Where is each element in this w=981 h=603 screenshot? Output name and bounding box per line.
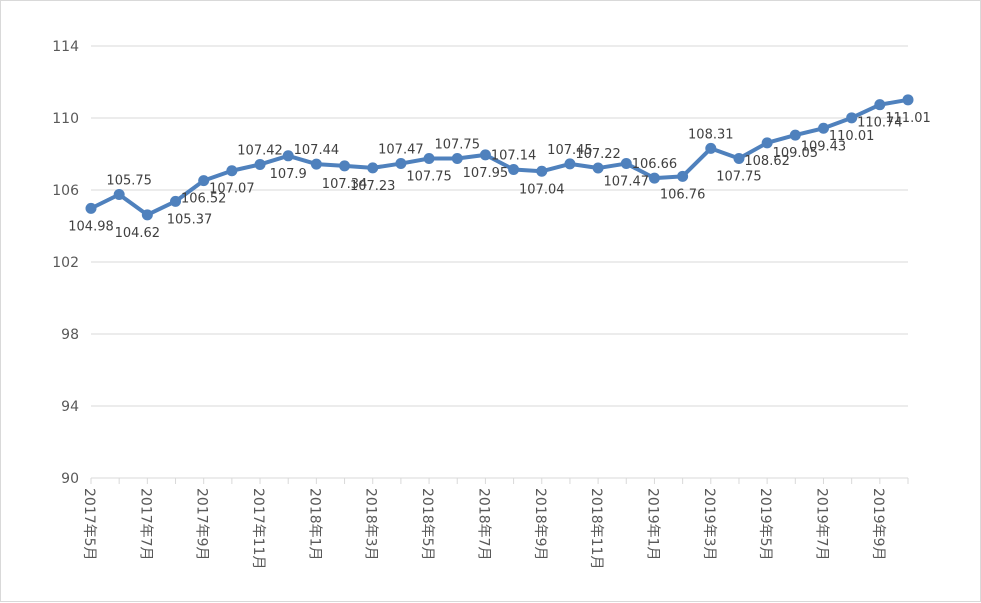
y-tick-label: 106 <box>52 183 79 199</box>
data-point <box>451 153 463 164</box>
data-label: 107.47 <box>604 175 650 190</box>
data-point <box>817 122 829 134</box>
data-point <box>874 99 886 111</box>
data-point <box>677 170 689 182</box>
x-tick-label: 2017年5月 <box>81 488 97 561</box>
data-point <box>705 142 717 154</box>
data-point <box>620 158 632 170</box>
data-label: 107.07 <box>209 182 255 197</box>
data-label: 110.01 <box>829 129 875 144</box>
data-point <box>339 160 351 172</box>
data-label: 107.44 <box>294 143 340 158</box>
x-tick-label: 2018年1月 <box>306 488 322 561</box>
y-tick-label: 102 <box>52 255 79 271</box>
data-label: 106.76 <box>660 187 706 202</box>
x-tick-label: 2019年5月 <box>757 488 773 561</box>
data-point <box>367 162 379 174</box>
data-label: 104.62 <box>115 226 161 241</box>
y-tick-label: 98 <box>61 327 79 343</box>
x-tick-label: 2017年9月 <box>194 488 210 561</box>
data-point <box>282 150 294 162</box>
data-label: 109.43 <box>801 139 847 154</box>
data-label: 107.34 <box>322 177 368 192</box>
y-axis-tick-labels: 90 94 98 102 106 110 114 <box>52 39 79 487</box>
data-points <box>85 94 914 221</box>
data-point <box>846 112 858 124</box>
x-tick-label: 2018年5月 <box>419 488 435 561</box>
y-tick-label: 110 <box>52 111 79 127</box>
data-label: 106.52 <box>181 192 227 207</box>
data-label: 107.75 <box>716 170 762 185</box>
data-point <box>113 189 125 200</box>
x-tick-label: 2018年9月 <box>532 488 548 561</box>
data-label: 107.42 <box>237 143 283 158</box>
data-label: 107.04 <box>519 182 565 197</box>
data-point <box>310 158 322 170</box>
data-point <box>536 165 548 177</box>
data-point <box>508 163 520 175</box>
x-tick-label: 2019年3月 <box>701 488 717 561</box>
data-point <box>648 172 660 184</box>
data-label: 110.74 <box>857 116 903 131</box>
x-tick-label: 2018年3月 <box>363 488 379 561</box>
data-label: 107.23 <box>350 179 396 194</box>
data-label: 107.95 <box>463 166 509 181</box>
data-point <box>85 202 97 214</box>
grid-lines <box>91 45 908 407</box>
data-point <box>564 158 576 170</box>
data-label: 107.47 <box>378 143 424 158</box>
data-label: 108.62 <box>744 154 790 169</box>
x-tick-label: 2017年11月 <box>250 488 266 569</box>
data-label: 107.75 <box>434 138 480 153</box>
data-point <box>198 175 210 187</box>
data-point <box>141 209 153 221</box>
x-axis <box>90 477 909 484</box>
data-label: 105.75 <box>106 174 152 189</box>
data-point <box>254 158 266 170</box>
data-point <box>423 153 435 164</box>
data-point <box>226 165 238 177</box>
data-label: 111.01 <box>885 111 931 126</box>
x-axis-tick-labels: 2017年5月 2017年7月 2017年9月 2017年11月 2018年1月 2018… <box>81 488 886 569</box>
data-label: 104.98 <box>68 219 114 234</box>
y-tick-label: 94 <box>61 399 79 415</box>
y-tick-label: 90 <box>61 471 79 487</box>
x-tick-label: 2019年1月 <box>644 488 660 561</box>
data-label: 107.14 <box>491 148 537 163</box>
data-point <box>789 129 801 141</box>
data-point <box>592 162 604 174</box>
data-label: 105.37 <box>167 212 213 227</box>
x-tick-label: 2018年7月 <box>475 488 491 561</box>
data-label: 108.31 <box>688 127 734 142</box>
y-tick-label: 114 <box>52 39 79 55</box>
x-tick-label: 2019年9月 <box>870 488 886 561</box>
data-label: 107.75 <box>406 170 452 185</box>
data-point <box>761 137 773 149</box>
data-point <box>170 195 182 207</box>
data-point <box>395 158 407 170</box>
data-label: 107.9 <box>270 167 307 182</box>
data-point <box>733 153 745 164</box>
data-point <box>902 94 914 106</box>
x-tick-label: 2019年7月 <box>813 488 829 561</box>
x-tick-label: 2018年11月 <box>588 488 604 569</box>
data-label: 109.05 <box>773 146 819 161</box>
data-label: 107.45 <box>547 143 593 158</box>
x-tick-label: 2017年7月 <box>137 488 153 561</box>
data-label: 107.22 <box>575 147 621 162</box>
data-point <box>479 149 491 161</box>
data-label: 106.66 <box>632 157 678 172</box>
